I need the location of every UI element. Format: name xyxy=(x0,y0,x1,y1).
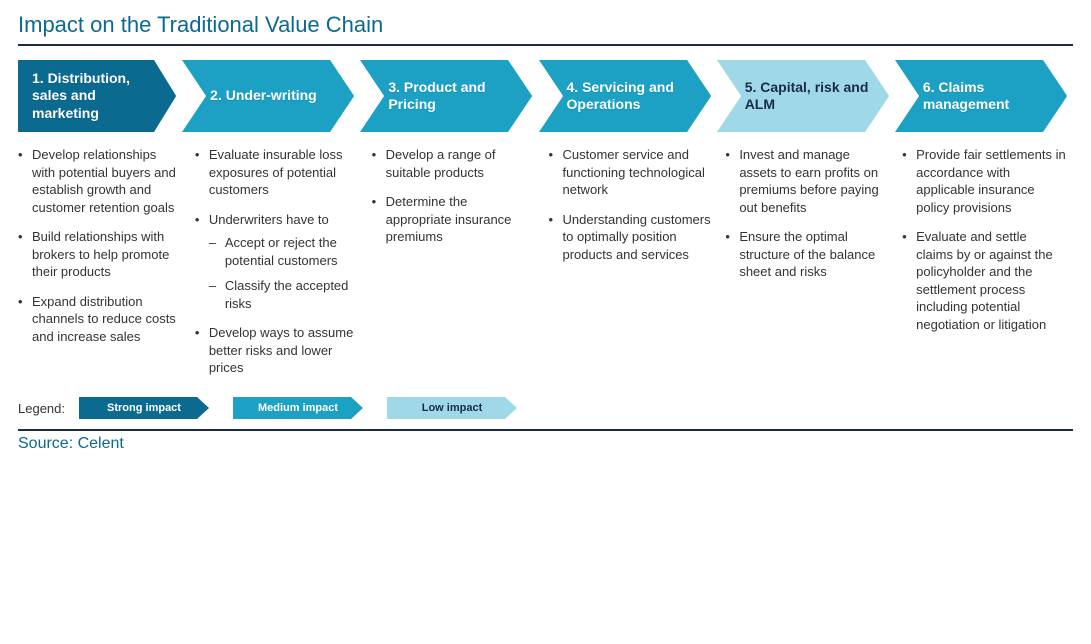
list-item: Develop relationships with potential buy… xyxy=(18,146,183,216)
bottom-rule xyxy=(18,429,1073,431)
legend: Legend: Strong impact Medium impact Low im… xyxy=(18,397,1073,419)
column-1: Develop relationships with potential buy… xyxy=(18,146,189,389)
chevron-step-6: 6. Claims management xyxy=(895,60,1067,132)
value-chain-chevrons: 1. Distribution, sales and marketing 2. U… xyxy=(18,60,1073,132)
legend-label: Legend: xyxy=(18,401,65,416)
list-item: Ensure the optimal structure of the bala… xyxy=(725,228,890,281)
legend-item-2: Low impact xyxy=(387,397,517,419)
list-item: Provide fair settlements in accordance w… xyxy=(902,146,1067,216)
chevron-label: 5. Capital, risk and ALM xyxy=(745,79,879,114)
chevron-label: 2. Under-writing xyxy=(210,87,317,105)
chevron-step-4: 4. Servicing and Operations xyxy=(539,60,711,132)
column-4: Customer service and functioning technol… xyxy=(548,146,719,389)
chevron-step-2: 2. Under-writing xyxy=(182,60,354,132)
sub-list-item: Classify the accepted risks xyxy=(209,277,360,312)
legend-item-label: Low impact xyxy=(412,402,493,414)
legend-item-label: Strong impact xyxy=(97,402,191,414)
list-item: Evaluate insurable loss exposures of pot… xyxy=(195,146,360,199)
list-item: Customer service and functioning technol… xyxy=(548,146,713,199)
chevron-step-5: 5. Capital, risk and ALM xyxy=(717,60,889,132)
chevron-step-3: 3. Product and Pricing xyxy=(360,60,532,132)
chevron-label: 6. Claims management xyxy=(923,79,1057,114)
list-item: Determine the appropriate insurance prem… xyxy=(372,193,537,246)
list-item: Underwriters have toAccept or reject the… xyxy=(195,211,360,313)
list-item: Invest and manage assets to earn profits… xyxy=(725,146,890,216)
chevron-label: 4. Servicing and Operations xyxy=(567,79,701,114)
chevron-label: 3. Product and Pricing xyxy=(388,79,522,114)
list-item: Expand distribution channels to reduce c… xyxy=(18,293,183,346)
source-text: Source: Celent xyxy=(18,435,1073,453)
chevron-step-1: 1. Distribution, sales and marketing xyxy=(18,60,176,132)
top-rule xyxy=(18,44,1073,46)
column-2: Evaluate insurable loss exposures of pot… xyxy=(195,146,366,389)
sub-list-item: Accept or reject the potential customers xyxy=(209,234,360,269)
list-item: Understanding customers to optimally pos… xyxy=(548,211,713,264)
legend-item-1: Medium impact xyxy=(233,397,363,419)
column-6: Provide fair settlements in accordance w… xyxy=(902,146,1073,389)
column-5: Invest and manage assets to earn profits… xyxy=(725,146,896,389)
list-item: Build relationships with brokers to help… xyxy=(18,228,183,281)
legend-item-0: Strong impact xyxy=(79,397,209,419)
legend-item-label: Medium impact xyxy=(248,402,348,414)
chevron-label: 1. Distribution, sales and marketing xyxy=(32,70,166,123)
page-title: Impact on the Traditional Value Chain xyxy=(18,12,1073,38)
list-item: Develop ways to assume better risks and … xyxy=(195,324,360,377)
columns: Develop relationships with potential buy… xyxy=(18,146,1073,389)
list-item: Evaluate and settle claims by or against… xyxy=(902,228,1067,333)
column-3: Develop a range of suitable products Dete… xyxy=(372,146,543,389)
list-item: Develop a range of suitable products xyxy=(372,146,537,181)
